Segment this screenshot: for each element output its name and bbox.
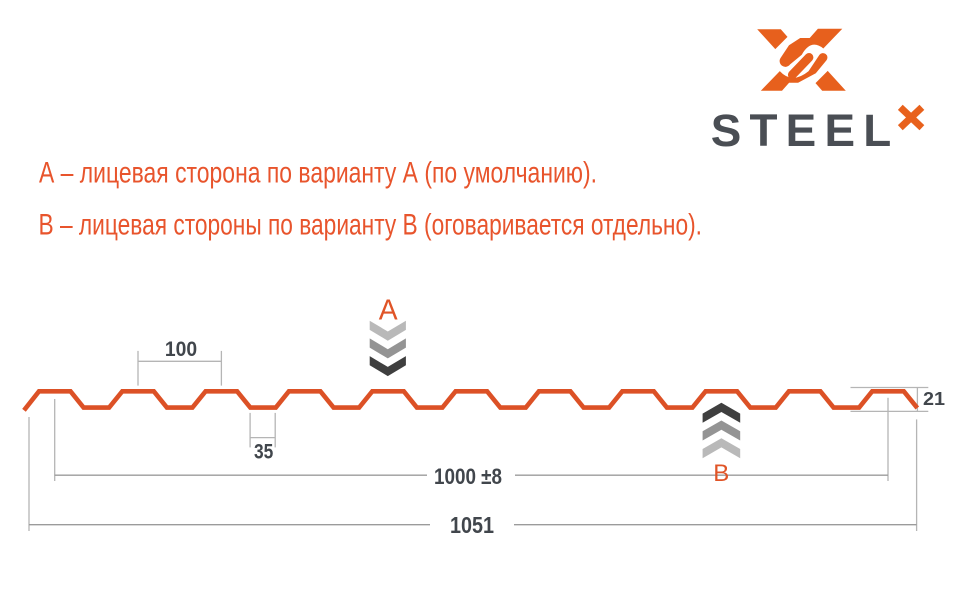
- svg-text:В – лицевая стороны по вариант: В – лицевая стороны по варианту В (огова…: [39, 208, 703, 241]
- svg-text:A: A: [379, 294, 398, 326]
- svg-text:100: 100: [165, 338, 197, 361]
- svg-text:STEEL: STEEL: [711, 105, 892, 156]
- svg-text:B: B: [713, 460, 729, 487]
- svg-text:1000 ±8: 1000 ±8: [434, 464, 502, 489]
- svg-text:1051: 1051: [450, 512, 494, 538]
- svg-text:А – лицевая сторона по вариант: А – лицевая сторона по варианту А (по ум…: [39, 157, 597, 190]
- svg-text:21: 21: [923, 388, 945, 409]
- svg-text:35: 35: [254, 440, 274, 463]
